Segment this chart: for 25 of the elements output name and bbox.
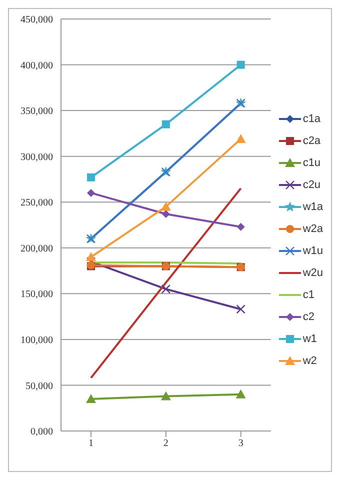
y-tick-label: 150,000: [20, 289, 53, 300]
legend-label: w2: [302, 355, 317, 367]
legend-label: w1u: [302, 245, 323, 257]
y-tick-label: 0,000: [30, 426, 53, 438]
legend-label: c2u: [302, 179, 321, 191]
y-tick-label: 350,000: [20, 106, 53, 118]
x-tick-label: 1: [88, 438, 94, 450]
legend-label: c1: [302, 289, 314, 301]
legend-label: w1a: [302, 201, 323, 213]
y-tick-label: 50,000: [26, 380, 53, 392]
y-tick-label: 250,000: [20, 198, 53, 209]
legend-label: c2: [302, 311, 314, 323]
y-tick-label: 300,000: [20, 152, 53, 163]
y-tick-label: 100,000: [20, 334, 53, 346]
legend-label: c2a: [302, 135, 321, 147]
legend-label: c1a: [302, 113, 321, 125]
x-tick-label: 3: [238, 438, 244, 450]
y-tick-label: 450,000: [20, 14, 53, 26]
y-tick-label: 200,000: [20, 243, 53, 254]
y-tick-label: 400,000: [20, 60, 53, 72]
legend-label: w2a: [302, 223, 323, 235]
legend-label: c1u: [302, 157, 321, 169]
legend-label: w1: [302, 333, 317, 345]
legend-label: w2u: [302, 267, 323, 279]
x-tick-label: 2: [163, 438, 168, 450]
